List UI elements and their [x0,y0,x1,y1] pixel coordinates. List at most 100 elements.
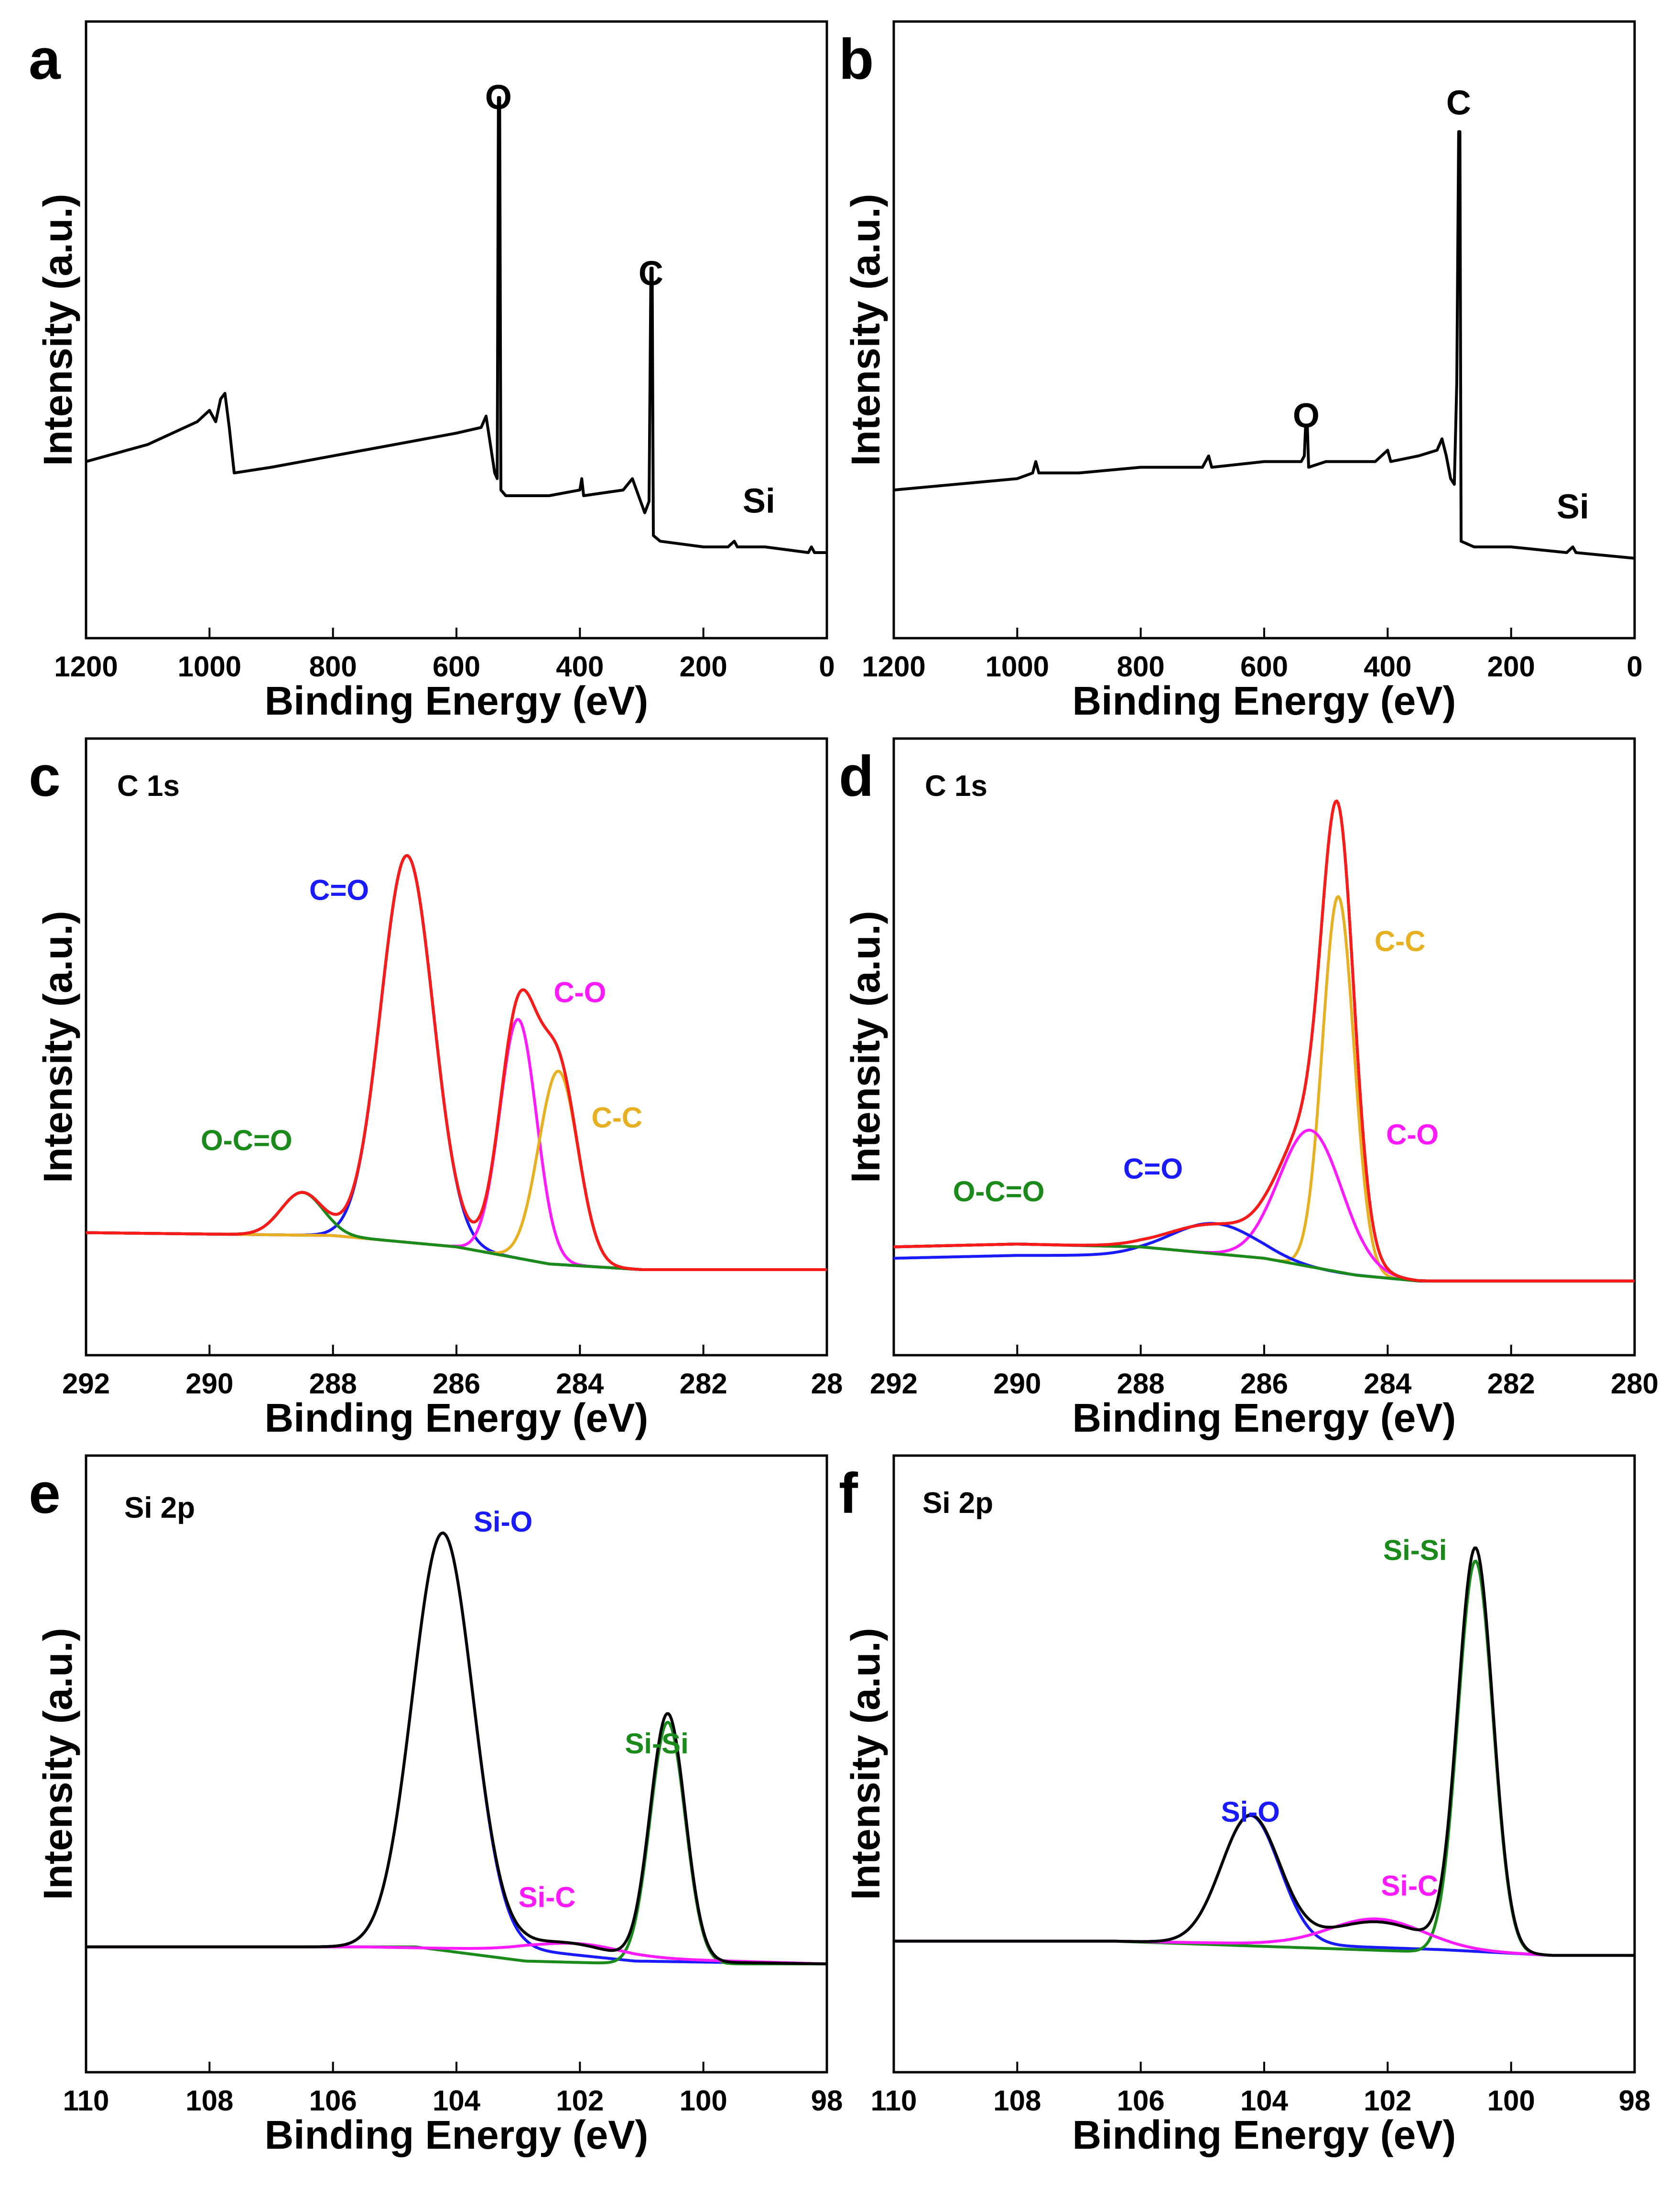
y-axis-label-e: Intensity (a.u.) [35,1628,80,1900]
x-tick-label-e-4: 102 [556,2085,604,2117]
x-tick-label-c-2: 288 [309,1368,357,1400]
x-tick-label-d-6: 280 [1611,1368,1658,1400]
peak-label-e-si-c: Si-C [518,1881,575,1913]
x-tick-label-a-0: 1200 [54,651,118,683]
x-tick-label-a-5: 200 [680,651,727,683]
peak-label-b-o: O [1293,397,1320,435]
x-tick-label-f-4: 102 [1364,2085,1411,2117]
series-f-raw [894,1546,1635,1957]
peak-label-c-c-o: C-O [553,977,606,1009]
plot-series-e [86,1531,827,1966]
x-tick-label-e-1: 108 [185,2085,233,2117]
panel-letter-e: e [29,1461,61,1525]
panel-d: d C 1s 292 290 288 286 284 282 280 C-C C-O C=O O-… [839,737,1658,1440]
peak-label-c-c-c: C-C [592,1102,643,1134]
x-tick-label-f-0: 110 [871,2085,917,2117]
x-axis-label-b: Binding Energy (eV) [1073,678,1456,723]
x-tick-label-a-6: 0 [819,651,835,683]
peak-label-f-si-c: Si-C [1381,1870,1438,1902]
panel-letter-a: a [29,27,61,91]
x-tick-label-d-0: 292 [870,1368,918,1400]
series-e-si-si [86,1721,827,1966]
peak-labels-d: C-C C-O C=O O-C=O [953,925,1439,1208]
x-tick-label-c-3: 286 [433,1368,480,1400]
peak-label-f-si-o: Si-O [1221,1796,1280,1828]
spectrum-title-c: C 1s [117,770,180,803]
y-axis-label-b: Intensity (a.u.) [843,194,888,466]
y-axis-label-a: Intensity (a.u.) [35,194,80,466]
x-tick-label-f-1: 108 [993,2085,1041,2117]
peak-label-e-si-o: Si-O [474,1506,532,1538]
series-c-o-c-o [86,1191,827,1271]
plot-frame-f [892,1454,1636,2074]
x-tick-label-d-2: 288 [1117,1368,1165,1400]
panel-a: a 1200 1000 800 600 400 200 0 O C Si Binding Ene… [29,20,835,723]
peak-label-c-c-o: C=O [309,874,369,906]
x-tick-label-a-1: 1000 [178,651,241,683]
x-tick-label-a-3: 600 [433,651,480,683]
x-tick-label-c-5: 282 [680,1368,727,1400]
x-tick-label-e-0: 110 [63,2085,109,2117]
spectrum-title-e: Si 2p [124,1491,195,1524]
x-tick-label-d-5: 282 [1487,1368,1535,1400]
peak-label-d-c-c: C-C [1375,925,1426,957]
x-axis-ticks-f: 110 108 106 104 102 100 98 [871,2062,1651,2117]
x-tick-label-d-1: 290 [993,1368,1041,1400]
x-tick-label-c-4: 284 [556,1368,604,1400]
peak-label-a-si: Si [743,482,775,521]
x-tick-label-f-6: 98 [1619,2085,1651,2117]
x-tick-label-b-4: 400 [1364,651,1411,683]
x-axis-ticks-e: 110 108 106 104 102 100 98 [63,2062,843,2117]
x-axis-label-d: Binding Energy (eV) [1073,1395,1456,1440]
series-f-si-c [894,1917,1635,1957]
x-tick-label-a-2: 800 [309,651,357,683]
x-tick-label-d-4: 284 [1364,1368,1412,1400]
peak-label-a-c: C [639,255,663,293]
series-c-c-c [86,1069,827,1271]
peak-label-e-si-si: Si-Si [625,1728,688,1760]
series-d-envelope [893,799,1635,1283]
x-tick-label-e-2: 106 [309,2085,357,2117]
series-c-raw [86,854,827,1271]
x-axis-ticks-a: 1200 1000 800 600 400 200 0 [54,628,835,683]
peak-labels-a: O C Si [485,78,775,521]
x-tick-label-c-0: 292 [62,1368,110,1400]
x-tick-label-c-1: 290 [185,1368,233,1400]
series-f-si-si [894,1559,1635,1957]
peak-label-a-o: O [485,78,512,117]
panel-letter-d: d [839,744,874,808]
y-axis-label-d: Intensity (a.u.) [843,911,888,1183]
panel-c: c C 1s 292 290 288 286 284 282 28 C=O C-O C-C O-C… [29,737,843,1440]
plot-frame-e [85,1454,828,2074]
x-tick-label-f-3: 104 [1240,2085,1289,2117]
x-axis-label-e: Binding Energy (eV) [265,2112,649,2157]
series-e-raw [86,1531,827,1966]
panel-letter-c: c [29,744,61,808]
series-c-c-o [86,1018,827,1271]
x-tick-label-b-0: 1200 [862,651,925,683]
x-tick-label-b-1: 1000 [986,651,1049,683]
series-d-c-c [893,895,1635,1283]
series-a-survey [86,96,827,554]
x-axis-label-a: Binding Energy (eV) [265,678,649,723]
series-e-si-o [86,1532,827,1966]
x-axis-ticks-b: 1200 1000 800 600 400 200 0 [862,628,1643,683]
plot-series-c [86,854,827,1271]
x-tick-label-f-2: 106 [1117,2085,1165,2117]
x-axis-label-c: Binding Energy (eV) [265,1395,649,1440]
series-d-o-c-o [893,1242,1635,1283]
x-tick-label-d-3: 286 [1240,1368,1288,1400]
peak-label-d-c-o: C=O [1123,1153,1183,1185]
peak-label-b-c: C [1446,84,1471,122]
x-tick-label-b-3: 600 [1240,651,1288,683]
plot-series-b [893,130,1635,560]
spectrum-title-f: Si 2p [922,1487,993,1520]
y-axis-label-c: Intensity (a.u.) [35,911,80,1183]
panel-e: e Si 2p 110 108 106 104 102 100 98 Si-OSi-SiSi… [29,1454,843,2157]
peak-label-c-o-c-o: O-C=O [201,1124,293,1156]
peak-label-f-si-si: Si-Si [1383,1534,1447,1566]
panel-b: b 1200 1000 800 600 400 200 0 C O Si Binding Ene… [839,20,1643,723]
x-axis-ticks-c: 292 290 288 286 284 282 28 [62,1345,843,1400]
peak-label-d-c-o: C-O [1386,1119,1439,1151]
